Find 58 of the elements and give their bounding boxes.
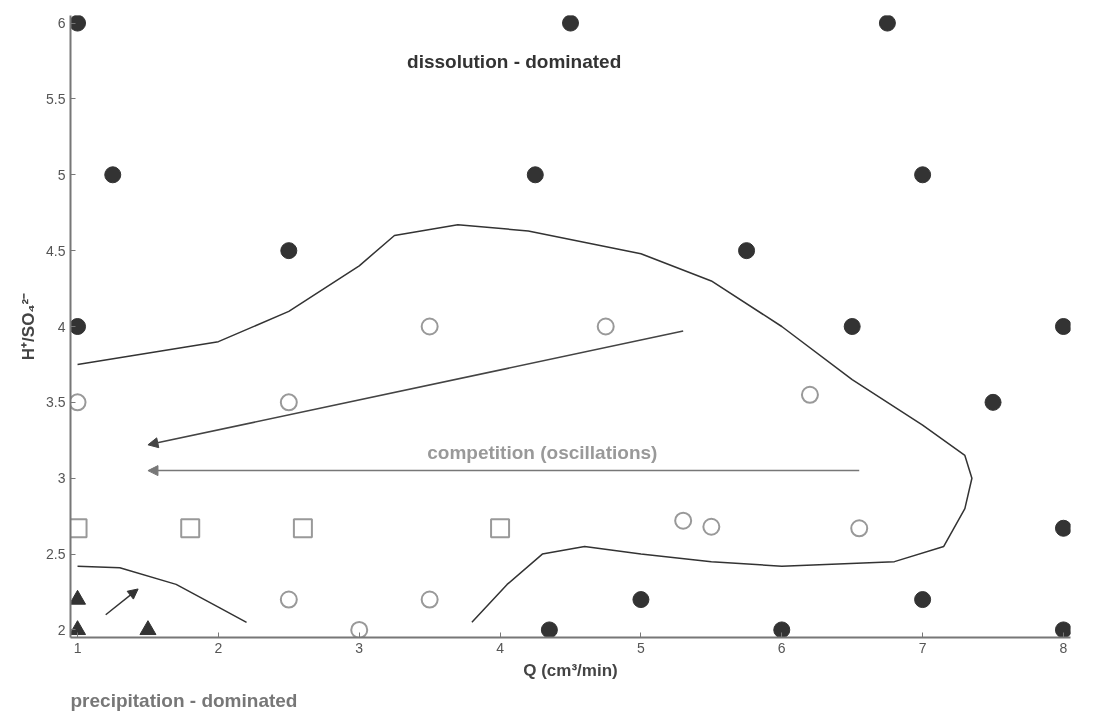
point	[420, 590, 439, 609]
point	[279, 590, 298, 609]
line-series	[76, 224, 973, 624]
point	[596, 317, 615, 336]
y-axis-title: H⁺/SO₄²⁻	[19, 292, 39, 361]
point	[800, 385, 819, 404]
point	[1054, 621, 1071, 638]
point	[526, 166, 544, 184]
text: precipitation - dominated	[70, 689, 298, 711]
point	[70, 393, 87, 412]
point	[773, 621, 791, 638]
point	[139, 620, 157, 636]
point	[878, 15, 896, 32]
point	[490, 518, 511, 539]
line-series	[76, 565, 248, 624]
point	[702, 517, 721, 536]
point	[280, 242, 298, 260]
point	[1054, 318, 1071, 335]
x-tick-label: 4	[496, 639, 505, 656]
point	[180, 518, 201, 539]
point	[70, 318, 87, 335]
point	[292, 518, 313, 539]
x-tick-label: 7	[918, 639, 927, 656]
y-tick-label: 2.5	[46, 546, 66, 563]
point	[350, 620, 369, 638]
x-tick-label: 1	[73, 639, 82, 656]
point	[914, 166, 932, 184]
annotation: competition (oscillations)	[427, 441, 658, 463]
point	[850, 519, 869, 538]
x-tick-label: 6	[777, 639, 786, 656]
point	[562, 15, 579, 32]
point	[984, 393, 1002, 411]
point	[632, 591, 650, 609]
y-tick-label: 4.5	[46, 242, 66, 259]
x-tick-label: 8	[1059, 639, 1068, 656]
point	[843, 318, 861, 335]
y-tick-label: 5.5	[46, 90, 66, 107]
y-tick-label: 3.5	[46, 394, 66, 411]
y-tick-label: 3	[57, 470, 66, 487]
point	[1054, 519, 1071, 537]
point	[914, 591, 932, 609]
x-tick-label: 5	[637, 639, 646, 656]
point	[540, 621, 558, 638]
point	[104, 166, 122, 184]
x-tick-label: 3	[355, 639, 364, 656]
x-tick-label: 2	[214, 639, 223, 656]
y-tick-label: 2	[57, 621, 66, 638]
point	[70, 620, 87, 636]
y-tick-label: 4	[57, 318, 66, 335]
x-axis-title: Q (cm³/min)	[523, 660, 618, 680]
annotation: dissolution - dominated	[407, 50, 622, 72]
point	[674, 511, 693, 530]
y-tick-label: 5	[57, 166, 66, 183]
point	[738, 242, 756, 260]
point	[279, 393, 298, 412]
y-tick-label: 6	[57, 15, 66, 32]
point	[420, 317, 439, 336]
point	[70, 15, 87, 32]
